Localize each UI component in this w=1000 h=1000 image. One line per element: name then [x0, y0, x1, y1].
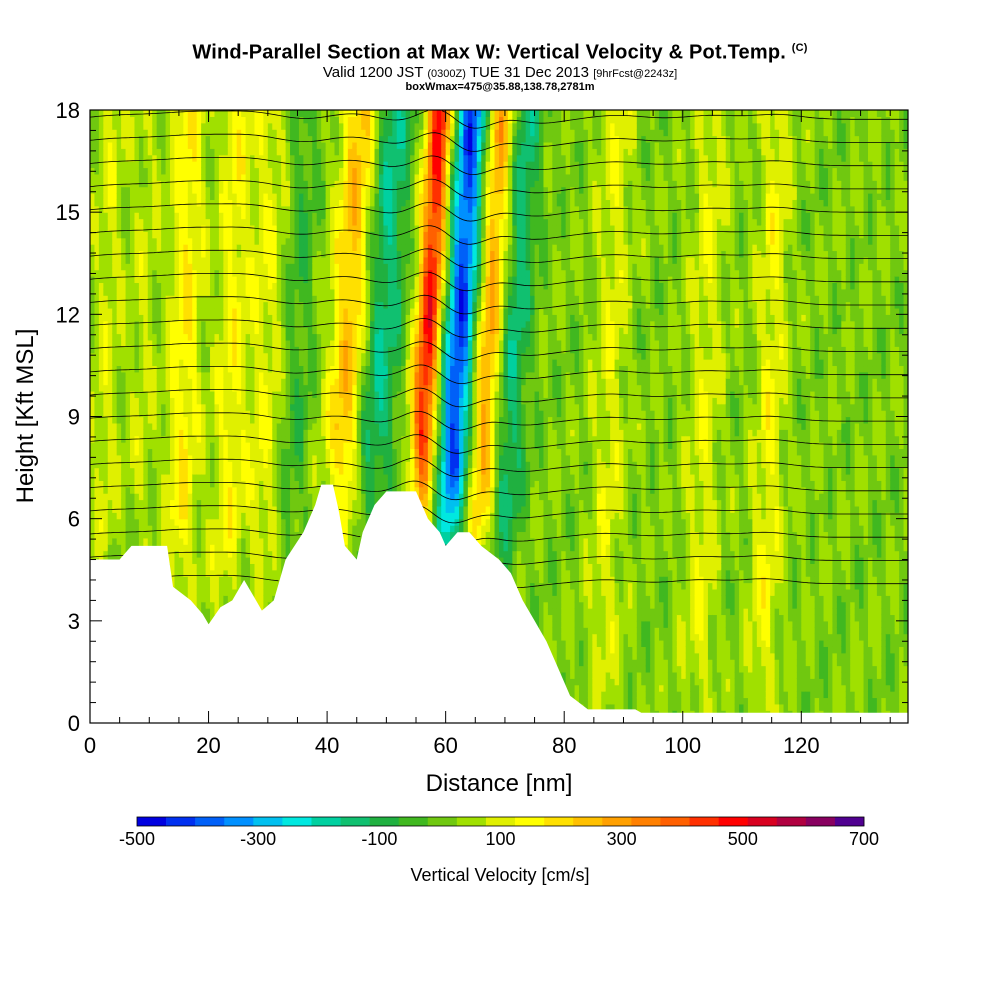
- isentrope-line: [90, 480, 908, 501]
- valid-time-line: Valid 1200 JST (0300Z) TUE 31 Dec 2013 […: [0, 65, 1000, 82]
- colorbar-swatch: [137, 817, 167, 826]
- x-axis: 0 20 40 60 80 100 120: [84, 110, 891, 758]
- colorbar-swatch: [485, 817, 516, 826]
- colorbar-swatch: [166, 817, 196, 826]
- chart-title: Wind-Parallel Section at Max W: Vertical…: [0, 36, 1000, 65]
- isentrope-line: [90, 271, 908, 292]
- colorbar-swatch: [573, 817, 603, 826]
- title-block: Wind-Parallel Section at Max W: Vertical…: [0, 36, 1000, 93]
- isentrope-line: [90, 225, 908, 245]
- colorbar-swatch: [747, 817, 778, 826]
- colorbar-swatch: [689, 817, 719, 826]
- colorbar-tick-label: 500: [728, 829, 758, 849]
- colorbar-swatch: [369, 817, 400, 826]
- colorbar-swatch: [834, 817, 865, 826]
- isentrope-line: [90, 318, 908, 338]
- x-tick-label: 80: [552, 733, 576, 758]
- isentrope-line: [90, 528, 908, 547]
- colorbar-tick-label: -500: [119, 829, 155, 849]
- colorbar-swatch: [427, 817, 458, 826]
- isentrope-line: [90, 178, 908, 199]
- y-axis-title: Height [Kft MSL]: [12, 329, 39, 504]
- x-tick-label: 40: [315, 733, 339, 758]
- isentrope-line: [90, 551, 908, 565]
- colorbar-swatch: [602, 817, 632, 826]
- isentrope-line: [90, 364, 908, 384]
- colorbar-swatch: [398, 817, 429, 826]
- isentrope-line: [90, 505, 908, 524]
- copyright-mark: (C): [791, 42, 808, 54]
- x-tick-label: 120: [783, 733, 820, 758]
- colorbar-swatch: [282, 817, 312, 826]
- colorbar-swatch: [311, 817, 341, 826]
- y-tick-label: 3: [68, 609, 80, 634]
- valid-utc: (0300Z): [427, 67, 466, 80]
- colorbar: -500 -300 -100 100 300 500 700: [119, 816, 879, 849]
- forecast-hour: [9hrFcst@2243z]: [593, 67, 678, 80]
- x-tick-label: 100: [664, 733, 701, 758]
- colorbar-swatch: [515, 817, 545, 826]
- isentrope-line: [90, 155, 908, 176]
- valid-jst: Valid 1200 JST: [322, 63, 424, 81]
- colorbar-frame: [136, 816, 865, 827]
- colorbar-swatch: [544, 817, 574, 826]
- colorbar-swatch: [776, 817, 807, 826]
- isentrope-line: [90, 201, 908, 222]
- colorbar-swatch: [660, 817, 690, 826]
- potential-temperature-contours: [90, 110, 908, 588]
- isentrope-line: [90, 434, 908, 454]
- y-tick-label: 9: [68, 405, 80, 430]
- chart-title-text: Wind-Parallel Section at Max W: Vertical…: [192, 41, 786, 64]
- colorbar-swatch: [340, 817, 370, 826]
- isentrope-line: [90, 410, 908, 431]
- box-wmax-info: boxWmax=475@35.88,138.78,2781m: [405, 80, 595, 93]
- colorbar-swatch: [805, 817, 836, 826]
- terrain-shape: [90, 484, 908, 723]
- x-tick-label: 60: [433, 733, 457, 758]
- y-tick-label: 6: [68, 507, 80, 532]
- valid-date: TUE 31 Dec 2013: [469, 63, 590, 81]
- colorbar-tick-label: 300: [607, 829, 637, 849]
- colorbar-swatch: [456, 817, 487, 826]
- isentrope-line: [90, 457, 908, 477]
- y-axis: 0 3 6 9 12 15 18: [56, 98, 908, 736]
- terrain-mask: [90, 484, 908, 723]
- colorbar-swatch: [224, 817, 254, 826]
- x-tick-label: 0: [84, 733, 96, 758]
- colorbar-swatch: [631, 817, 661, 826]
- y-tick-label: 15: [56, 200, 80, 225]
- isentrope-line: [90, 110, 908, 129]
- y-tick-label: 12: [56, 302, 80, 327]
- isentrope-line: [171, 574, 908, 588]
- isentrope-line: [90, 294, 908, 315]
- colorbar-tick-label: 700: [849, 829, 879, 849]
- isentrope-line: [90, 248, 908, 268]
- x-axis-title: Distance [nm]: [426, 770, 573, 797]
- isentrope-line: [90, 132, 908, 152]
- y-tick-label: 0: [68, 711, 80, 736]
- colorbar-title: Vertical Velocity [cm/s]: [410, 865, 589, 885]
- colorbar-swatch: [195, 817, 225, 826]
- x-tick-label: 20: [196, 733, 220, 758]
- colorbar-tick-label: -300: [240, 829, 276, 849]
- isentrope-line: [90, 387, 908, 408]
- colorbar-swatch: [253, 817, 283, 826]
- colorbar-tick-label: -100: [361, 829, 397, 849]
- colorbar-tick-label: 100: [485, 829, 515, 849]
- y-tick-label: 18: [56, 98, 80, 123]
- colorbar-swatch: [718, 817, 748, 826]
- isentrope-line: [90, 341, 908, 361]
